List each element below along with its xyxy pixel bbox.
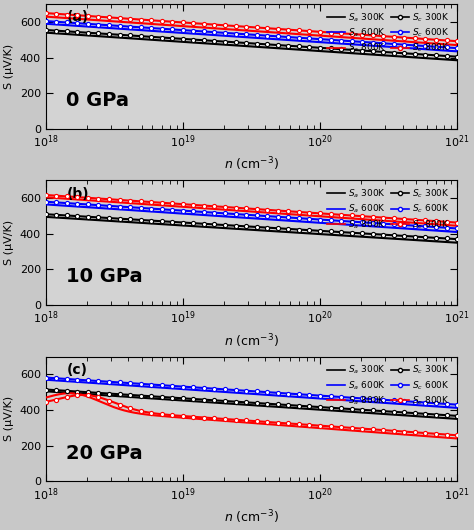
- Text: 10 GPa: 10 GPa: [66, 267, 143, 286]
- Text: 0 GPa: 0 GPa: [66, 91, 129, 110]
- Text: (b): (b): [66, 187, 89, 200]
- X-axis label: $n$ (cm$^{-3}$): $n$ (cm$^{-3}$): [224, 508, 279, 526]
- Text: (a): (a): [66, 11, 89, 24]
- Legend: $S_a$ 300K, $S_a$ 600K, $S_a$ 800K, $S_c$ 300K, $S_c$ 600K, $S_c$ 800K: $S_a$ 300K, $S_a$ 600K, $S_a$ 800K, $S_c…: [324, 8, 453, 57]
- X-axis label: $n$ (cm$^{-3}$): $n$ (cm$^{-3}$): [224, 332, 279, 350]
- Text: 20 GPa: 20 GPa: [66, 444, 143, 463]
- X-axis label: $n$ (cm$^{-3}$): $n$ (cm$^{-3}$): [224, 156, 279, 173]
- Y-axis label: S (μV/K): S (μV/K): [4, 220, 14, 265]
- Y-axis label: S (μV/K): S (μV/K): [4, 44, 14, 89]
- Y-axis label: S (μV/K): S (μV/K): [4, 396, 14, 441]
- Legend: $S_a$ 300K, $S_a$ 600K, $S_a$ 800K, $S_c$ 300K, $S_c$ 600K, $S_c$ 800K: $S_a$ 300K, $S_a$ 600K, $S_a$ 800K, $S_c…: [324, 185, 453, 233]
- Text: (c): (c): [66, 363, 87, 377]
- Legend: $S_a$ 300K, $S_a$ 600K, $S_a$ 800K, $S_c$ 300K, $S_c$ 600K, $S_c$ 800K: $S_a$ 300K, $S_a$ 600K, $S_a$ 800K, $S_c…: [324, 361, 453, 409]
